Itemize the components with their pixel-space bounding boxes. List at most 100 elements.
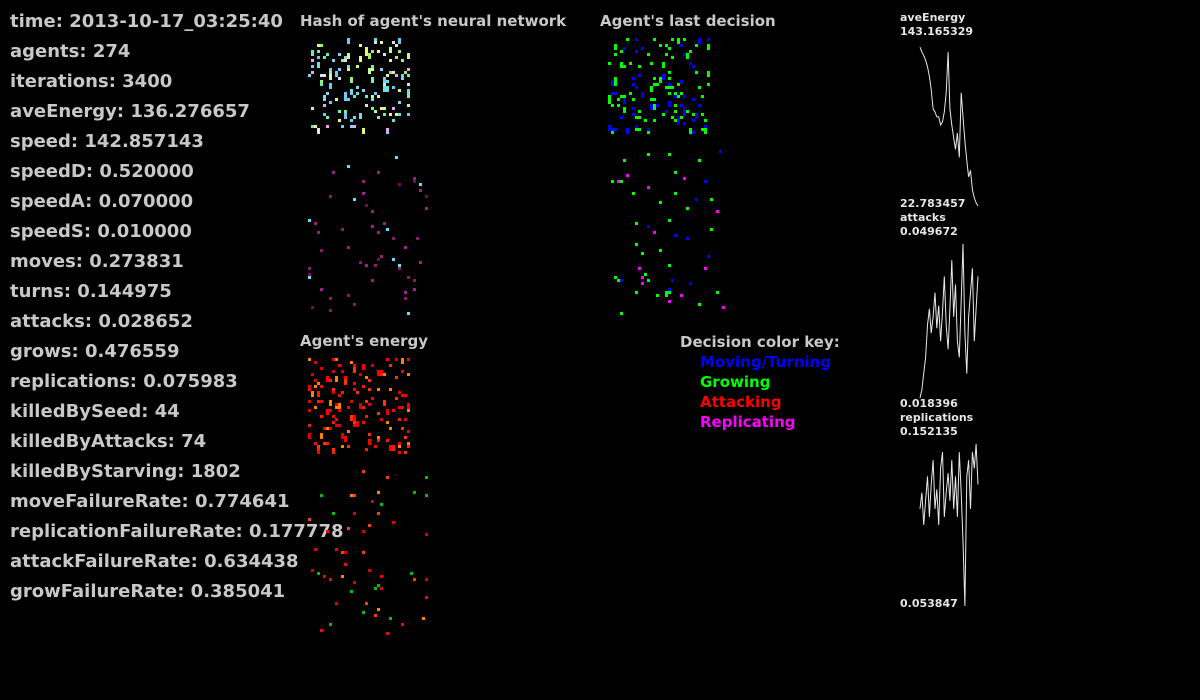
agent-pixel xyxy=(386,421,389,424)
agent-pixel xyxy=(371,279,374,282)
agent-pixel xyxy=(365,53,368,56)
agent-pixel xyxy=(686,110,689,113)
agent-pixel xyxy=(401,370,404,373)
agent-pixel xyxy=(704,267,707,270)
agent-pixel xyxy=(308,433,311,439)
agent-pixel xyxy=(623,95,626,98)
agent-pixel xyxy=(668,264,671,267)
agent-pixel xyxy=(359,373,362,376)
agent-pixel xyxy=(308,388,311,391)
agent-pixel xyxy=(395,44,398,47)
agent-pixel xyxy=(407,430,410,433)
agent-pixel xyxy=(314,385,317,388)
agent-pixel xyxy=(359,56,362,62)
agent-pixel xyxy=(407,104,410,107)
stat-label: attacks xyxy=(10,311,85,332)
agent-pixel xyxy=(362,470,365,473)
agent-pixel xyxy=(401,623,404,626)
stat-separator: : xyxy=(55,11,70,32)
agent-pixel xyxy=(362,89,365,92)
agent-pixel xyxy=(374,38,377,41)
stat-label: killedByAttacks xyxy=(10,431,168,452)
graph-min: 22.783457 xyxy=(900,197,966,210)
agent-pixel xyxy=(407,74,410,77)
stat-value: 0.634438 xyxy=(204,551,299,572)
agent-pixel xyxy=(383,86,386,92)
agent-pixel xyxy=(617,180,620,183)
agent-pixel xyxy=(353,303,356,306)
agent-pixel xyxy=(635,222,638,225)
agent-pixel xyxy=(353,494,356,497)
agent-pixel xyxy=(389,47,392,53)
agent-pixel xyxy=(398,89,401,92)
graph-line xyxy=(919,443,979,607)
stat-separator: : xyxy=(181,491,195,512)
agent-pixel xyxy=(323,442,326,445)
agent-pixel xyxy=(383,77,386,83)
agent-pixel xyxy=(671,38,674,41)
decision-color-key: Decision color key: Moving/Turning Growin… xyxy=(680,332,840,432)
graph-max: 143.165329 xyxy=(900,25,974,38)
agent-pixel xyxy=(668,71,671,74)
agent-pixel xyxy=(398,113,401,116)
agent-pixel xyxy=(635,116,638,119)
agent-pixel xyxy=(698,159,701,162)
stat-label: growFailureRate xyxy=(10,581,178,602)
agent-pixel xyxy=(635,38,638,41)
agent-pixel xyxy=(308,385,311,388)
agent-pixel xyxy=(308,518,311,521)
agent-pixel xyxy=(377,171,380,174)
stat-killedByAttacks: killedByAttacks: 74 xyxy=(10,430,344,460)
agent-pixel xyxy=(320,494,323,497)
agent-pixel xyxy=(347,56,350,59)
agent-pixel xyxy=(704,128,707,131)
agent-pixel xyxy=(329,74,332,77)
agent-pixel xyxy=(359,261,362,264)
agent-pixel xyxy=(359,113,362,119)
agent-pixel xyxy=(389,364,392,367)
agent-pixel xyxy=(677,83,680,86)
agent-pixel xyxy=(650,89,653,92)
agent-pixel xyxy=(308,409,311,412)
agent-pixel xyxy=(365,264,368,267)
agent-pixel xyxy=(332,59,335,62)
agent-pixel xyxy=(413,279,416,282)
graph-line xyxy=(919,243,979,399)
agent-pixel xyxy=(329,427,332,430)
agent-pixel xyxy=(377,608,380,611)
stat-grows: grows: 0.476559 xyxy=(10,340,344,370)
decision-panel-title: Agent's last decision xyxy=(600,12,776,30)
agent-pixel xyxy=(659,201,662,204)
agent-pixel xyxy=(311,65,314,68)
agent-pixel xyxy=(314,125,317,128)
agent-pixel xyxy=(380,503,383,506)
agent-pixel xyxy=(362,611,365,614)
agent-pixel xyxy=(611,180,614,183)
agent-pixel xyxy=(623,65,626,68)
stat-separator: : xyxy=(84,311,99,332)
agent-pixel xyxy=(350,415,353,418)
agent-pixel xyxy=(614,92,617,95)
agent-pixel xyxy=(383,83,386,86)
agent-pixel xyxy=(404,297,407,300)
agent-pixel xyxy=(641,276,644,279)
agent-pixel xyxy=(341,433,344,439)
agent-pixel xyxy=(311,53,314,56)
agent-pixel xyxy=(635,291,638,294)
agent-pixel xyxy=(362,406,365,409)
graph-max: 0.152135 xyxy=(900,425,958,438)
agent-pixel xyxy=(347,406,350,409)
agent-pixel xyxy=(377,370,380,376)
stat-separator: : xyxy=(85,191,99,212)
agent-pixel xyxy=(314,442,317,445)
agent-pixel xyxy=(623,107,626,113)
agent-pixel xyxy=(320,433,323,439)
agent-pixel xyxy=(371,65,374,68)
agent-pixel xyxy=(344,436,347,442)
agent-pixel xyxy=(668,300,671,303)
agent-pixel xyxy=(638,116,641,119)
agent-pixel xyxy=(311,59,314,62)
agent-pixel xyxy=(701,95,704,98)
stat-value: 0.520000 xyxy=(99,161,194,182)
graph-plot xyxy=(919,47,979,207)
